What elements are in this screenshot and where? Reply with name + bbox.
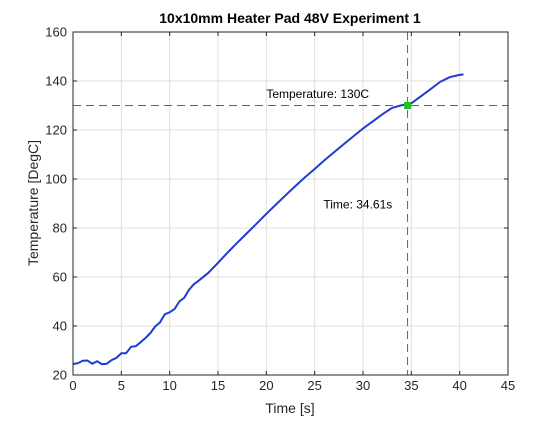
annotation-label: Temperature: 130C (266, 87, 369, 101)
grid (73, 32, 508, 375)
y-tick-label: 40 (53, 319, 67, 334)
plot-area (73, 32, 508, 375)
x-axis-label: Time [s] (265, 400, 314, 416)
y-axis-label: Temperature [DegC] (25, 140, 41, 266)
x-tick-label: 10 (162, 378, 176, 393)
y-tick-label: 120 (45, 123, 67, 138)
chart-title: 10x10mm Heater Pad 48V Experiment 1 (159, 10, 421, 26)
x-tick-label: 5 (118, 378, 125, 393)
x-tick-label: 20 (259, 378, 273, 393)
x-tick-label: 45 (501, 378, 515, 393)
intersection-marker (404, 102, 411, 109)
y-tick-label: 140 (45, 74, 67, 89)
x-tick-label: 15 (211, 378, 225, 393)
y-tick-label: 80 (53, 221, 67, 236)
x-tick-label: 40 (452, 378, 466, 393)
y-tick-label: 160 (45, 25, 67, 40)
marker-layer (404, 102, 411, 109)
x-tick-label: 30 (356, 378, 370, 393)
x-tick-label: 35 (404, 378, 418, 393)
y-tick-label: 20 (53, 368, 67, 383)
annotation-label: Time: 34.61s (323, 197, 392, 211)
y-tick-label: 100 (45, 172, 67, 187)
x-tick-label: 0 (69, 378, 76, 393)
y-tick-label: 60 (53, 270, 67, 285)
x-tick-label: 25 (307, 378, 321, 393)
